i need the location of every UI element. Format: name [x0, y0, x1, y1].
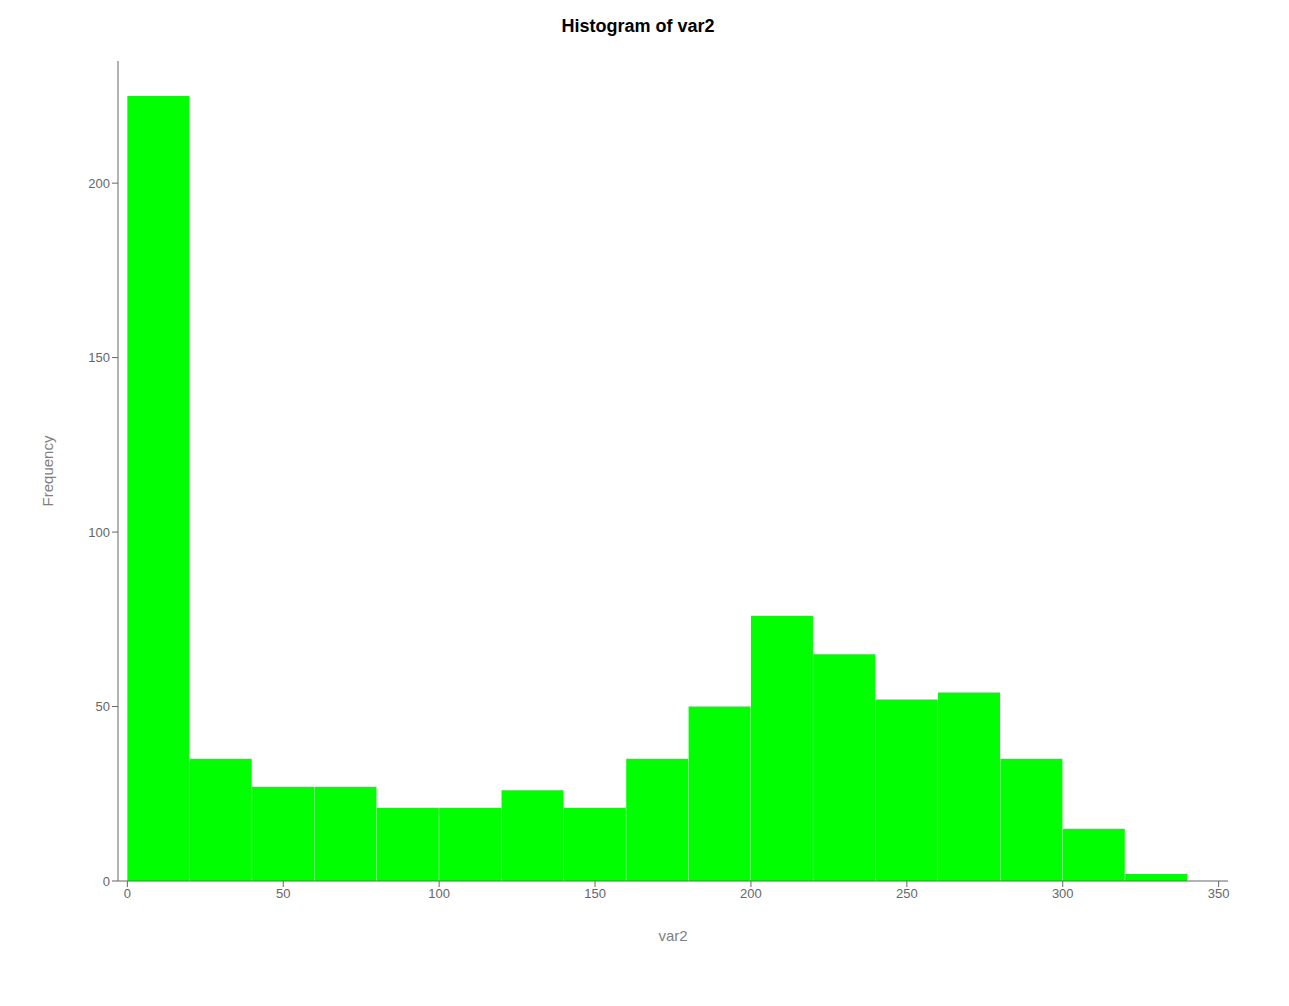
- svg-text:150: 150: [88, 350, 110, 365]
- svg-text:50: 50: [96, 699, 110, 714]
- svg-text:100: 100: [428, 886, 450, 901]
- svg-text:var2: var2: [658, 927, 687, 944]
- svg-text:50: 50: [276, 886, 290, 901]
- svg-text:200: 200: [740, 886, 762, 901]
- svg-text:0: 0: [124, 886, 131, 901]
- svg-text:350: 350: [1208, 886, 1230, 901]
- svg-text:150: 150: [584, 886, 606, 901]
- svg-text:300: 300: [1052, 886, 1074, 901]
- svg-text:250: 250: [896, 886, 918, 901]
- svg-text:0: 0: [103, 874, 110, 889]
- svg-text:200: 200: [88, 176, 110, 191]
- svg-text:Frequency: Frequency: [39, 435, 56, 506]
- svg-text:100: 100: [88, 525, 110, 540]
- html-text:Histogram of var2: Histogram of var2: [561, 16, 715, 36]
